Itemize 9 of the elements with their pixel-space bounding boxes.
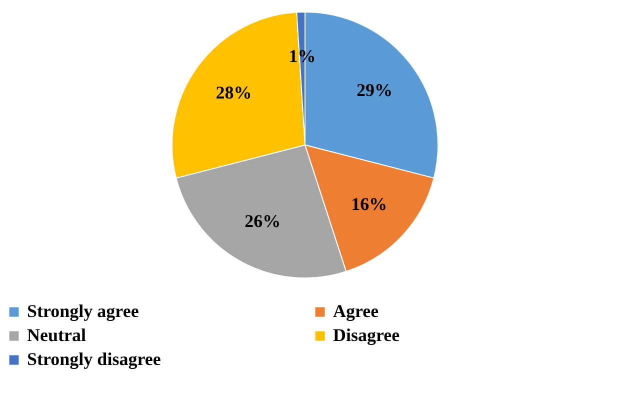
legend-label: Strongly agree — [27, 301, 139, 321]
legend-label: Agree — [333, 301, 379, 321]
legend-label: Neutral — [27, 325, 86, 345]
legend-label: Strongly disagree — [27, 349, 161, 369]
data-label: 28% — [216, 82, 252, 102]
legend-label: Disagree — [333, 325, 400, 345]
data-label: 16% — [351, 194, 388, 214]
data-label: 29% — [356, 80, 393, 100]
data-label: 26% — [244, 211, 281, 232]
